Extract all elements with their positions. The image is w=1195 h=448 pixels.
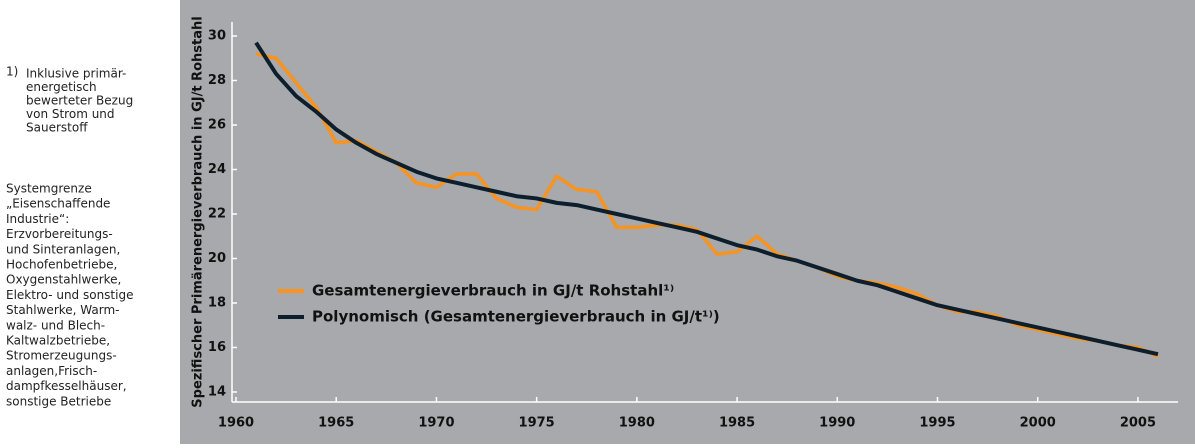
x-tick-label: 1960: [218, 416, 254, 431]
y-tick-label: 18: [208, 295, 226, 310]
y-tick-label: 20: [208, 251, 226, 266]
footnote-line: bewerteter Bezug: [26, 94, 133, 108]
y-tick-label: 30: [208, 29, 226, 44]
note-line: „Eisenschaffende: [6, 197, 110, 211]
note-line: und Sinteranlagen,: [6, 242, 120, 256]
x-tick-label: 1985: [719, 416, 755, 431]
footnote-line: von Strom und: [26, 107, 115, 121]
x-tick-label: 1970: [418, 416, 454, 431]
x-tick-label: 1990: [819, 416, 855, 431]
y-tick-label: 16: [208, 340, 226, 355]
y-tick-label: 14: [208, 384, 226, 399]
legend-label: Polynomisch (Gesamtenergieverbrauch in G…: [312, 308, 720, 326]
footnote-line: energetisch: [26, 80, 97, 94]
note-line: Erzvorbereitungs-: [6, 227, 113, 241]
x-tick-label: 1995: [919, 416, 955, 431]
series-line: [254, 41, 1159, 357]
note-line: Stahlwerke, Warm-: [6, 303, 119, 317]
footnote-marker: 1): [6, 65, 18, 79]
x-tick-label: 1975: [519, 416, 555, 431]
note-line: anlagen,Frisch-: [6, 364, 97, 378]
legend-label: Gesamtenergieverbrauch in GJ/t Rohstahl¹…: [312, 282, 674, 300]
footnote-line: Sauerstoff: [26, 121, 88, 135]
note-line: walz- und Blech-: [6, 318, 105, 332]
note-line: Elektro- und sonstige: [6, 288, 133, 302]
footnote-line: Inklusive primär-: [26, 67, 126, 81]
note-line: dampfkesselhäuser,: [6, 379, 127, 393]
x-tick-label: 2005: [1120, 416, 1156, 431]
chart-background: [180, 0, 1195, 444]
x-tick-label: 1965: [318, 416, 354, 431]
y-tick-label: 28: [208, 73, 226, 88]
y-axis-label: Spezifischer Primärenergieverbrauch in G…: [191, 16, 206, 407]
note-line: Stromerzeugungs-: [6, 349, 117, 363]
y-tick-label: 22: [208, 207, 226, 222]
note-line: Industrie“:: [6, 212, 69, 226]
note-line: Hochofenbetriebe,: [6, 258, 117, 272]
note-line: Kaltwalzbetriebe,: [6, 334, 110, 348]
note-line: Systemgrenze: [6, 182, 92, 196]
y-tick-label: 26: [208, 118, 226, 133]
y-tick-label: 24: [208, 162, 226, 177]
note-line: Oxygenstahlwerke,: [6, 273, 121, 287]
x-tick-label: 2000: [1020, 416, 1056, 431]
x-tick-label: 1980: [619, 416, 655, 431]
note-line: sonstige Betriebe: [6, 394, 111, 408]
